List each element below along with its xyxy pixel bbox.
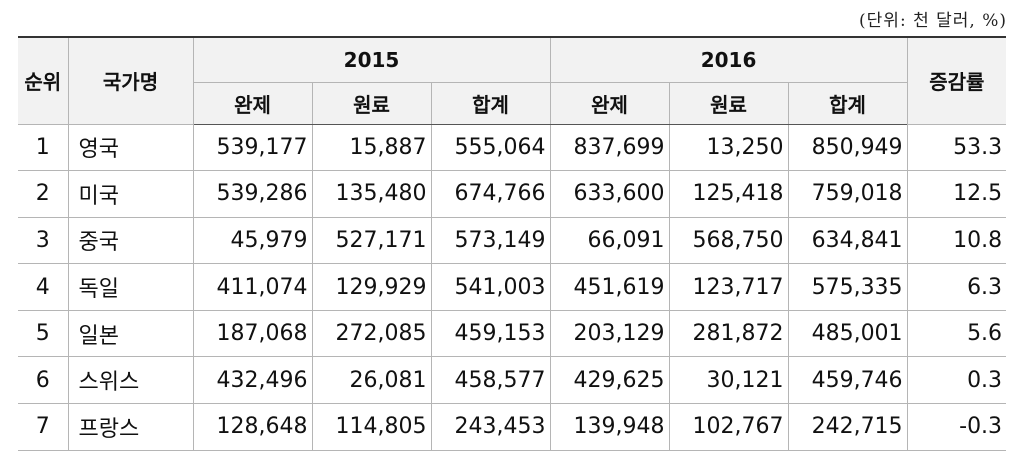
unit-note: (단위: 천 달러, %) [859, 11, 1007, 31]
table-row: 5 일본 187,068 272,085 459,153 203,129 281,872 48… [18, 309, 1007, 358]
value-cell: 139,948 [549, 403, 670, 451]
country-cell: 프랑스 [67, 403, 194, 451]
header-row-subcolumns: 완제 원료 합계 완제 원료 합계 [18, 81, 1006, 125]
table-row: 6 스위스 432,496 26,081 458,577 429,625 30,121 459… [18, 356, 1007, 405]
country-cell: 중국 [67, 216, 194, 265]
country-cell: 일본 [67, 309, 194, 358]
value-cell: 539,286 [192, 170, 313, 218]
value-cell: 634,841 [787, 216, 908, 265]
rank-cell: 1 [18, 123, 69, 172]
value-cell: 411,074 [192, 263, 313, 311]
value-cell: 573,149 [430, 216, 551, 265]
table-row: 2 미국 539,286 135,480 674,766 633,600 125,418 75… [18, 170, 1007, 218]
country-cell: 스위스 [67, 356, 194, 405]
value-cell: 281,872 [668, 309, 789, 358]
rank-cell: 4 [18, 263, 69, 311]
value-cell: 633,600 [549, 170, 670, 218]
header-2016-raw: 원료 [668, 81, 789, 125]
value-cell: 759,018 [787, 170, 908, 218]
value-cell: 459,153 [430, 309, 551, 358]
table-row: 1 영국 539,177 15,887 555,064 837,699 13,250 850,… [18, 123, 1007, 172]
value-cell: 451,619 [549, 263, 670, 311]
value-cell: 575,335 [787, 263, 908, 311]
rate-cell: 6.3 [906, 263, 1007, 311]
rank-cell: 7 [18, 403, 69, 451]
header-2016-finished: 완제 [549, 81, 670, 125]
value-cell: 15,887 [311, 123, 432, 172]
value-cell: 272,085 [311, 309, 432, 358]
value-cell: 432,496 [192, 356, 313, 405]
value-cell: 128,648 [192, 403, 313, 451]
header-2015-finished: 완제 [193, 81, 313, 125]
rank-cell: 2 [18, 170, 69, 218]
country-cell: 영국 [67, 123, 194, 172]
value-cell: 458,577 [430, 356, 551, 405]
value-cell: 568,750 [668, 216, 789, 265]
value-cell: 203,129 [549, 309, 670, 358]
rank-cell: 3 [18, 216, 69, 265]
value-cell: 45,979 [192, 216, 313, 265]
header-year-2016: 2016 [549, 36, 908, 83]
value-cell: 129,929 [311, 263, 432, 311]
value-cell: 541,003 [430, 263, 551, 311]
value-cell: 837,699 [549, 123, 670, 172]
value-cell: 66,091 [549, 216, 670, 265]
table-row: 7 프랑스 128,648 114,805 243,453 139,948 102,767 2… [18, 403, 1007, 451]
header-row-years: 순위 국가명 2015 2016 증감률 [18, 36, 1007, 125]
value-cell: 125,418 [668, 170, 789, 218]
value-cell: 135,480 [311, 170, 432, 218]
value-cell: 429,625 [549, 356, 670, 405]
value-cell: 30,121 [668, 356, 789, 405]
header-2015-total: 합계 [430, 81, 551, 125]
rank-cell: 6 [18, 356, 69, 405]
rate-cell: 0.3 [906, 356, 1007, 405]
export-table: 순위 국가명 2015 2016 증감률 완제 원료 합계 완제 원료 합계 1… [18, 36, 1007, 451]
rate-cell: -0.3 [906, 403, 1007, 451]
value-cell: 485,001 [787, 309, 908, 358]
header-2015-raw: 원료 [311, 81, 432, 125]
value-cell: 527,171 [311, 216, 432, 265]
country-cell: 미국 [67, 170, 194, 218]
value-cell: 242,715 [787, 403, 908, 451]
table-row: 4 독일 411,074 129,929 541,003 451,619 123,717 57… [18, 263, 1007, 311]
header-rate: 증감률 [906, 36, 1007, 125]
rank-cell: 5 [18, 309, 69, 358]
value-cell: 26,081 [311, 356, 432, 405]
value-cell: 187,068 [192, 309, 313, 358]
value-cell: 539,177 [192, 123, 313, 172]
country-cell: 독일 [67, 263, 194, 311]
header-2016-total: 합계 [787, 81, 908, 125]
value-cell: 555,064 [430, 123, 551, 172]
value-cell: 459,746 [787, 356, 908, 405]
value-cell: 674,766 [430, 170, 551, 218]
rate-cell: 5.6 [906, 309, 1007, 358]
value-cell: 13,250 [668, 123, 789, 172]
value-cell: 102,767 [668, 403, 789, 451]
header-rank: 순위 [18, 36, 69, 125]
value-cell: 114,805 [311, 403, 432, 451]
value-cell: 850,949 [787, 123, 908, 172]
header-country: 국가명 [67, 36, 194, 125]
table-body: 1 영국 539,177 15,887 555,064 837,699 13,250 850,… [18, 123, 1007, 451]
value-cell: 123,717 [668, 263, 789, 311]
header-year-2015: 2015 [192, 36, 551, 83]
rate-cell: 53.3 [906, 123, 1007, 172]
value-cell: 243,453 [430, 403, 551, 451]
rate-cell: 12.5 [906, 170, 1007, 218]
rate-cell: 10.8 [906, 216, 1007, 265]
table-row: 3 중국 45,979 527,171 573,149 66,091 568,750 634,… [18, 216, 1007, 265]
